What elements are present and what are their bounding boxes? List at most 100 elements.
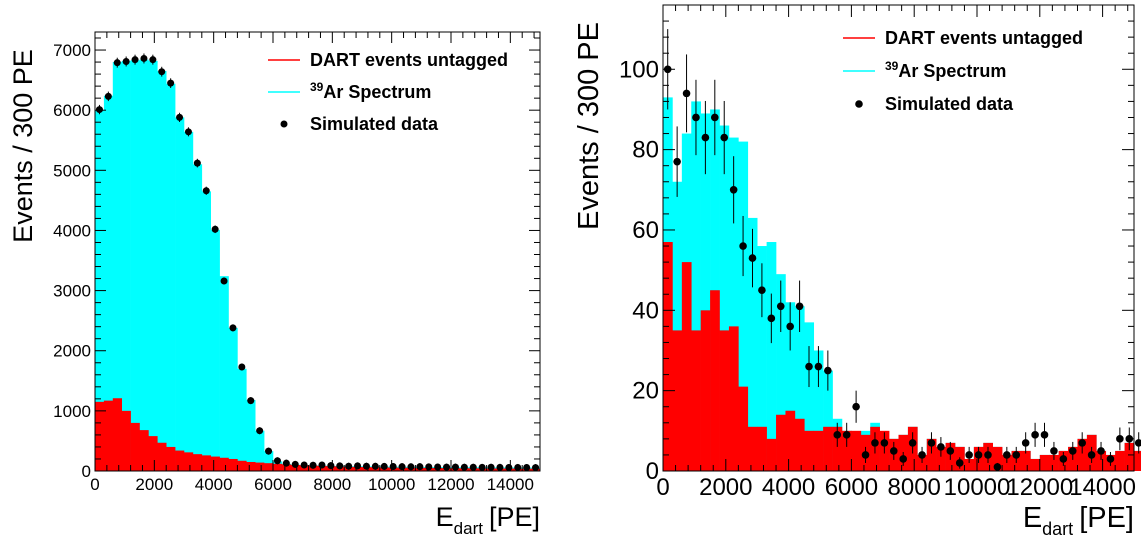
ar39-bar [785, 302, 796, 471]
data-point [407, 463, 415, 471]
data-point [1031, 431, 1039, 439]
dart-untagged-bar [281, 464, 292, 471]
ar39-bar [166, 83, 176, 472]
ar39-bar [157, 71, 167, 471]
dart-untagged-bar [926, 438, 937, 471]
dart-untagged-bar [813, 430, 824, 471]
dart-untagged-bar [766, 438, 777, 471]
data-point [842, 431, 851, 439]
dart-untagged-bar [264, 463, 274, 471]
dart-untagged-bar [1049, 454, 1059, 471]
data-point [380, 462, 388, 470]
dart-untagged-bar [121, 410, 131, 471]
dart-untagged-bar [832, 426, 843, 471]
data-point [1134, 439, 1141, 447]
data-point [398, 463, 406, 471]
data-point [496, 463, 504, 471]
ar39-bar [219, 276, 229, 471]
data-point [460, 463, 468, 471]
y-tick-label: 100 [619, 56, 659, 83]
data-point [300, 461, 308, 469]
legend-label-text: DART events untagged [310, 50, 508, 70]
x-axis-title: Edart [PE] [436, 502, 540, 538]
dart-untagged-bar [691, 330, 701, 471]
data-point [451, 463, 459, 471]
data-point [984, 451, 992, 459]
ar39-bar [757, 246, 767, 471]
x-tick-label: 14000 [1069, 474, 1136, 501]
data-point [993, 463, 1002, 471]
data-point [354, 462, 362, 470]
x-axis-title-subscript: dart [1042, 519, 1073, 539]
x-axis-title-subscript: dart [454, 519, 484, 538]
y-tick-label: 0 [646, 458, 659, 485]
x-tick-label: 12000 [427, 475, 474, 494]
dart-untagged-bar [964, 458, 975, 471]
x-tick-label: 4000 [762, 474, 815, 501]
legend-label-superscript: 39 [310, 80, 324, 94]
ar39-bar [710, 109, 720, 471]
y-axis-title: Events / 300 PE [573, 22, 605, 230]
data-point [701, 133, 710, 142]
data-point [291, 460, 299, 468]
ar39-bar [210, 229, 220, 471]
dart-untagged-bar [219, 457, 229, 471]
dart-untagged-bar [1077, 438, 1088, 471]
dart-untagged-bar [747, 426, 758, 471]
x-tick-label: 0 [90, 475, 99, 494]
y-tick-label: 5000 [53, 161, 91, 180]
data-point [673, 157, 681, 166]
data-point [692, 113, 700, 122]
data-point [758, 286, 766, 295]
dart-untagged-bar [841, 430, 852, 471]
ar39-bar [691, 101, 701, 472]
ar39-bar [246, 400, 256, 471]
data-point [122, 57, 130, 65]
data-point [1078, 439, 1086, 447]
ar39-bar [175, 117, 185, 471]
ar39-bar [719, 125, 730, 471]
dart-untagged-bar [738, 386, 749, 471]
y-tick-label: 0 [82, 462, 91, 481]
legend-label: 39Ar Spectrum [310, 80, 431, 102]
dart-untagged-bar [148, 436, 158, 471]
x-tick-label: 8000 [313, 475, 351, 494]
x-axis-title-unit: [PE] [1079, 502, 1134, 534]
data-point [104, 92, 112, 100]
ar39-bar [121, 60, 131, 471]
data-point [899, 455, 908, 463]
dart-untagged-bar [103, 400, 114, 471]
x-tick-label: 0 [656, 474, 669, 501]
dart-untagged-bar [700, 310, 711, 471]
dart-untagged-bar [290, 464, 300, 471]
y-tick-label: 40 [632, 297, 659, 324]
data-point [523, 464, 531, 472]
dart-untagged-bar [273, 463, 283, 471]
data-point [256, 427, 264, 435]
ar39-bar [766, 242, 777, 471]
data-point [786, 322, 794, 331]
dart-untagged-bar [1039, 454, 1050, 471]
ar39-bar [794, 306, 805, 471]
x-axis-title: Edart [PE] [1023, 502, 1134, 539]
y-tick-label: 1000 [53, 402, 91, 421]
legend-label-text: Simulated data [885, 94, 1014, 114]
y-axis-title: Events / 300 PE [8, 49, 38, 243]
dart-untagged-bar [175, 450, 185, 471]
data-point [767, 314, 776, 323]
data-point [833, 431, 842, 439]
data-point [871, 439, 879, 447]
data-point [889, 447, 898, 455]
x-axis-title-main: E [1023, 502, 1042, 534]
data-point [176, 113, 184, 121]
data-point [918, 451, 926, 459]
dart-untagged-bar [1020, 450, 1031, 471]
data-point [1003, 451, 1011, 459]
legend-label: 39Ar Spectrum [885, 59, 1006, 81]
x-tick-label: 8000 [888, 474, 941, 501]
data-point [852, 402, 860, 411]
y-tick-label: 4000 [53, 221, 91, 240]
data-point [327, 462, 335, 470]
